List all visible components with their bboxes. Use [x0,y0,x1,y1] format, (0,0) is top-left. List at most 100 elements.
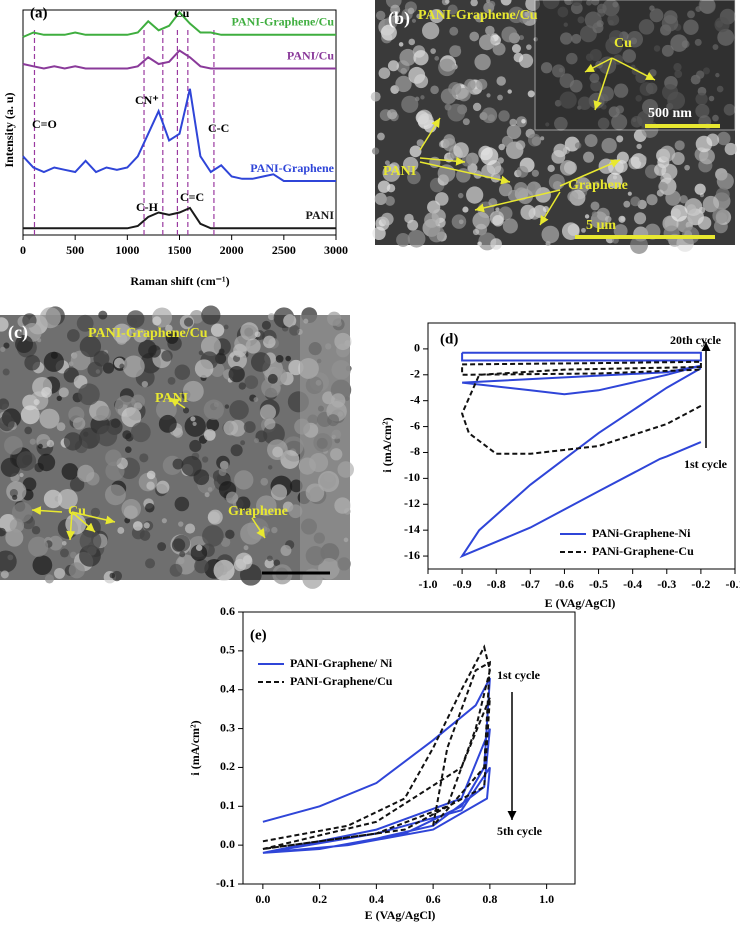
pointer-arrow [539,191,561,226]
texture [541,225,560,244]
texture [79,335,102,358]
texture [515,140,526,150]
texture [60,548,69,558]
texture [656,189,664,197]
texture [76,314,94,332]
image-label: Graphene [568,178,628,193]
texture [618,215,626,223]
texture [469,31,480,42]
texture [122,430,132,440]
x-tick-label: -0.4 [623,577,642,591]
texture [203,429,216,441]
y-tick-label: 0.1 [220,798,235,812]
texture [401,95,419,113]
texture [123,505,138,520]
texture [501,26,518,43]
texture [612,175,617,180]
texture [5,528,24,547]
series-line [459,351,702,559]
texture [476,78,488,91]
texture [654,163,667,176]
texture [513,52,524,63]
texture [283,314,297,328]
texture [581,227,586,233]
pointer-arrow [419,156,466,166]
y-tick-label: -16 [404,548,420,562]
texture [189,439,202,453]
texture [531,136,542,146]
texture [98,310,108,320]
texture [121,407,142,427]
texture [716,131,731,146]
texture [716,172,734,190]
texture [527,90,535,98]
texture [260,404,276,421]
texture [184,415,206,437]
texture [225,529,235,540]
series-label: PANI [306,208,335,222]
texture [238,382,246,390]
x-tick-label: 500 [66,243,84,257]
texture [430,85,439,95]
texture [192,421,197,426]
texture [606,172,623,189]
series-line [461,360,702,455]
texture [380,212,394,226]
texture [646,194,658,206]
texture [474,53,491,71]
y-tick-label: -6 [410,418,420,432]
texture [472,212,490,230]
texture [229,400,249,420]
texture [496,76,506,86]
texture [466,186,484,204]
texture [67,329,80,342]
texture [601,137,617,154]
texture [122,355,145,378]
texture [15,335,34,354]
texture [501,135,514,147]
texture [639,155,647,163]
texture [254,331,261,338]
texture [12,494,18,500]
texture [158,414,177,433]
texture [694,183,706,195]
texture [470,0,478,7]
texture [488,0,496,8]
plot-frame [242,611,576,885]
annotation: 5th cycle [497,824,543,838]
texture [256,495,277,516]
texture [41,387,52,398]
texture [467,163,478,174]
texture [72,417,86,430]
texture [445,0,450,4]
x-tick-label: 0.0 [255,892,270,906]
annotation: C=C [180,190,204,204]
texture [61,463,79,480]
texture [263,335,276,349]
texture [11,501,33,523]
texture [457,87,471,102]
pointer-arrow [419,117,441,151]
texture [464,78,476,91]
texture [285,355,292,362]
texture [206,418,220,432]
texture [387,60,399,72]
x-tick-label: 0.8 [482,892,497,906]
y-axis-label: Intensity (a. u) [2,92,16,167]
texture [77,464,95,483]
panel-label: (d) [440,331,458,347]
texture [210,323,225,337]
texture [386,183,396,193]
texture [3,342,10,349]
annotation: C-C [208,121,229,135]
texture [63,432,83,451]
series-line [262,644,491,850]
x-tick-label: 1.0 [539,892,554,906]
texture [109,572,116,579]
texture [424,212,440,228]
x-axis-label: E (VAg/AgCl) [365,908,436,922]
texture [507,189,520,202]
x-tick-label: -0.3 [657,577,676,591]
texture [4,436,23,455]
